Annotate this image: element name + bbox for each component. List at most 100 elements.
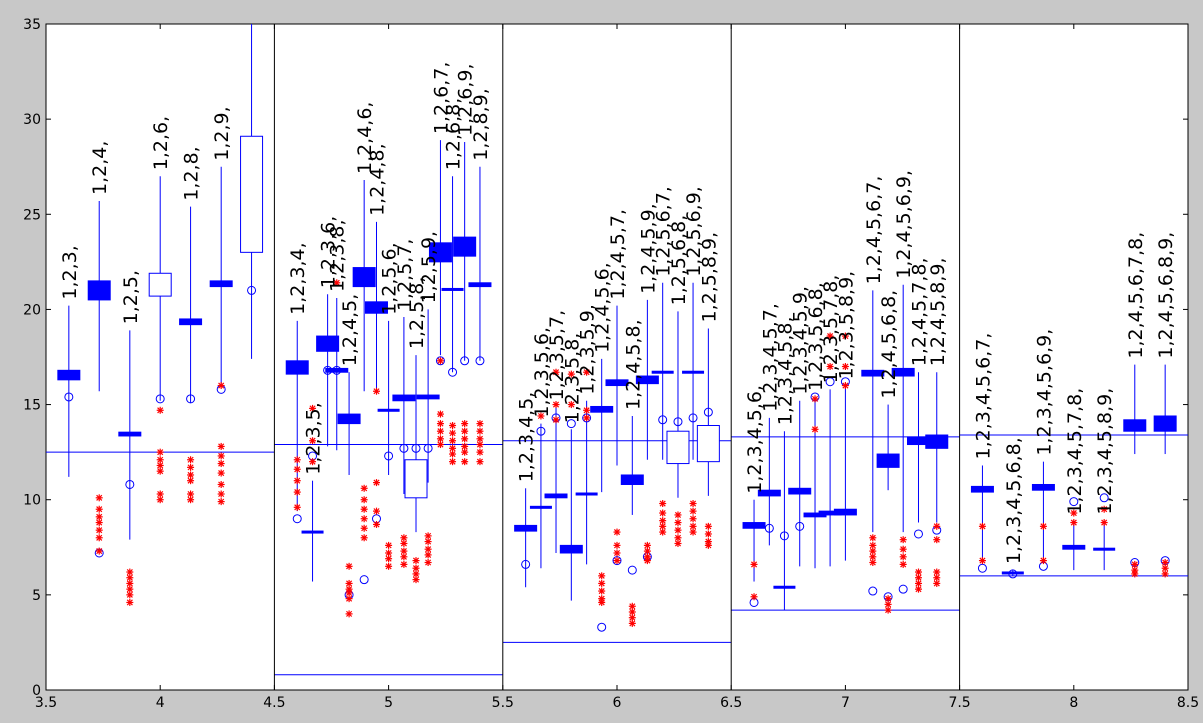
outlier-marker bbox=[884, 595, 892, 603]
outlier-marker bbox=[899, 545, 907, 553]
box-group bbox=[352, 180, 376, 585]
outlier-marker bbox=[156, 496, 164, 504]
box-group bbox=[529, 412, 552, 569]
outlier-stroke bbox=[674, 511, 682, 518]
outlier-stroke bbox=[900, 536, 907, 543]
outlier-stroke bbox=[568, 401, 575, 408]
outlier-stroke bbox=[96, 513, 103, 520]
outlier-marker bbox=[1131, 570, 1139, 578]
mean-marker bbox=[186, 394, 196, 404]
outlier-marker bbox=[385, 555, 393, 563]
iqr-box bbox=[605, 379, 629, 387]
outlier-stroke bbox=[218, 460, 225, 467]
outlier-stroke bbox=[449, 445, 456, 452]
median-bar bbox=[682, 370, 705, 374]
outlier-stroke bbox=[1101, 506, 1108, 513]
x-tick-label: 8 bbox=[1069, 695, 1078, 711]
outlier-stroke bbox=[1162, 559, 1169, 566]
group-label: 1,2,3,4,5,8,9, bbox=[1094, 388, 1116, 515]
outlier-marker bbox=[400, 560, 408, 568]
outlier-stroke bbox=[461, 458, 468, 465]
box-group bbox=[240, 24, 264, 359]
iqr-box bbox=[925, 434, 949, 449]
outlier-marker bbox=[217, 480, 225, 488]
group-label: 1,2,3,4,5,7,8, bbox=[1064, 388, 1086, 515]
outlier-marker bbox=[461, 427, 469, 435]
outlier-marker bbox=[476, 448, 484, 456]
iqr-box bbox=[364, 301, 388, 314]
outlier-stroke bbox=[361, 525, 368, 532]
box-group bbox=[757, 417, 781, 546]
outlier-marker bbox=[826, 332, 834, 340]
group-label: 1,2,4,5,8,9, bbox=[927, 257, 949, 366]
outlier-stroke bbox=[218, 443, 225, 450]
outlier-marker bbox=[156, 406, 164, 414]
outlier-marker bbox=[811, 395, 819, 403]
y-tick-label: 15 bbox=[23, 398, 41, 414]
box-group bbox=[1062, 497, 1086, 571]
outlier-marker bbox=[689, 507, 697, 515]
outlier-marker bbox=[360, 515, 368, 523]
outlier-stroke bbox=[437, 435, 444, 442]
box-group bbox=[179, 206, 203, 504]
iqr-box bbox=[620, 474, 644, 485]
mean-marker bbox=[448, 367, 458, 377]
outlier-stroke bbox=[437, 428, 444, 435]
x-tick-label: 5.5 bbox=[492, 695, 514, 711]
outlier-stroke bbox=[476, 441, 484, 448]
outlier-marker bbox=[598, 579, 606, 587]
outlier-stroke bbox=[598, 588, 605, 595]
outlier-marker bbox=[187, 463, 195, 471]
outlier-marker bbox=[217, 382, 225, 390]
outlier-stroke bbox=[294, 504, 301, 511]
outlier-stroke bbox=[157, 407, 164, 414]
median-bar bbox=[301, 530, 324, 534]
outlier-stroke bbox=[869, 553, 876, 560]
box-group bbox=[285, 320, 309, 524]
outlier-marker bbox=[704, 541, 712, 549]
outlier-stroke bbox=[869, 534, 876, 541]
outlier-stroke bbox=[373, 521, 380, 528]
outlier-stroke bbox=[96, 506, 103, 513]
outlier-marker bbox=[95, 534, 103, 542]
outlier-stroke bbox=[218, 498, 225, 505]
outlier-marker bbox=[449, 429, 457, 437]
outlier-stroke bbox=[346, 563, 353, 570]
outlier-stroke bbox=[690, 523, 697, 530]
outlier-stroke bbox=[437, 411, 444, 418]
group-label: 1,2,4, bbox=[89, 141, 111, 195]
iqr-box bbox=[833, 508, 857, 516]
outlier-marker bbox=[217, 442, 225, 450]
outlier-marker bbox=[1070, 509, 1078, 517]
group-label: 1,2,4,5,6, bbox=[592, 262, 614, 353]
group-labels: 1,2,3, 1,2,4, 1,2,5, 1,2,6, 1,2,8, 1,2,9, 1,2,… bbox=[59, 62, 1177, 565]
box-group bbox=[301, 404, 324, 582]
group-label: 1,2,4,6, bbox=[354, 102, 376, 175]
x-tick-label: 5 bbox=[384, 695, 393, 711]
group-label: 1,2,3,5,8, bbox=[561, 333, 583, 424]
outlier-stroke bbox=[461, 443, 468, 450]
box-group bbox=[148, 176, 172, 504]
group-label: 1,2,6, bbox=[150, 116, 172, 170]
group-label: 1,2,3,5,7,8, bbox=[820, 275, 842, 384]
group-label: 1,2,3, bbox=[59, 245, 81, 299]
outlier-marker bbox=[400, 547, 408, 555]
outlier-stroke bbox=[449, 458, 456, 465]
mean-marker bbox=[460, 356, 470, 366]
outlier-marker bbox=[360, 534, 368, 542]
outlier-stroke bbox=[437, 357, 444, 364]
outlier-marker bbox=[674, 519, 682, 527]
group-label: 1,2,9, bbox=[211, 106, 233, 160]
outlier-stroke bbox=[933, 574, 940, 581]
outlier-marker bbox=[552, 401, 560, 409]
mean-marker bbox=[673, 417, 683, 427]
outlier-marker bbox=[674, 539, 682, 547]
outlier-stroke bbox=[933, 580, 940, 587]
group-label: 1,2,6,8, bbox=[443, 98, 465, 171]
outlier-stroke bbox=[187, 456, 194, 463]
outlier-marker bbox=[309, 437, 317, 445]
y-tick-label: 30 bbox=[23, 112, 41, 128]
outlier-marker bbox=[704, 522, 712, 530]
iqr-box bbox=[544, 493, 568, 499]
iqr-box bbox=[696, 425, 720, 463]
